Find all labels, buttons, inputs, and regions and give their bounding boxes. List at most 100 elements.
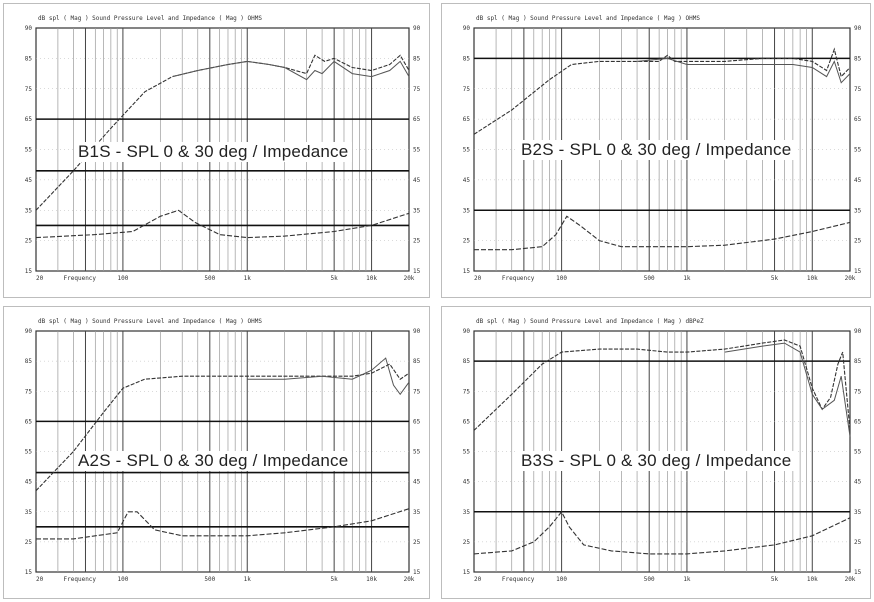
y-tick-label-right: 55 [413,147,421,154]
y-tick-label-right: 75 [413,86,421,93]
series-spl-0deg [35,54,410,211]
x-tick-label: 20 [474,275,482,282]
y-tick-label-left: 90 [25,25,33,32]
series-spl-30deg [172,60,410,81]
y-tick-label-left: 85 [25,358,33,365]
x-tick-label: 10k [366,275,377,282]
x-tick-label: 500 [204,576,215,583]
y-tick-label-right: 15 [854,268,862,275]
y-tick-label-left: 35 [463,207,471,214]
y-tick-label-left: 15 [25,268,33,275]
y-tick-label-left: 45 [463,177,471,184]
y-tick-label-right: 65 [413,418,421,425]
y-tick-label-left: 65 [463,418,471,425]
x-tick-label: 20 [36,275,44,282]
chart-header: dB spl ( Mag ) Sound Pressure Level and … [38,318,262,325]
x-tick-label: Frequency [64,576,97,583]
y-tick-label-left: 75 [25,388,33,395]
y-tick-label-right: 45 [854,177,862,184]
y-tick-label-right: 45 [854,479,862,486]
x-tick-label: 100 [556,275,567,282]
series-spl-30deg [724,342,851,437]
x-tick-label: 20 [36,576,44,583]
series-impedance [473,510,851,555]
y-tick-label-right: 35 [413,509,421,516]
chart-panel-a2s: dB spl ( Mag ) Sound Pressure Level and … [3,306,430,599]
x-tick-label: 5k [331,275,339,282]
y-tick-label-left: 25 [25,238,33,245]
x-tick-label: 500 [644,576,655,583]
y-tick-label-left: 55 [25,449,33,456]
y-tick-label-right: 25 [413,539,421,546]
y-tick-label-left: 45 [463,479,471,486]
x-tick-label: 1k [244,576,252,583]
y-tick-label-left: 55 [463,147,471,154]
y-tick-label-left: 85 [25,55,33,62]
y-tick-label-right: 85 [413,55,421,62]
y-tick-label-left: 55 [463,449,471,456]
y-tick-label-right: 55 [413,449,421,456]
y-tick-label-right: 85 [854,55,862,62]
y-tick-label-left: 55 [25,147,33,154]
x-tick-label: 10k [366,576,377,583]
chart-caption: A2S - SPL 0 & 30 deg / Impedance [74,451,353,471]
y-tick-label-right: 85 [854,358,862,365]
x-tick-label: 100 [556,576,567,583]
x-tick-label: 20k [404,275,415,282]
y-tick-label-right: 45 [413,177,421,184]
x-tick-label: 20k [404,576,415,583]
y-tick-label-right: 75 [854,388,862,395]
chart-header: dB spl ( Mag ) Sound Pressure Level and … [476,318,704,325]
y-tick-label-right: 25 [413,238,421,245]
y-tick-label-left: 90 [25,328,33,335]
y-tick-label-left: 65 [463,116,471,123]
y-tick-label-left: 75 [463,388,471,395]
series-spl-0deg [473,339,851,431]
chart-a2s: dB spl ( Mag ) Sound Pressure Level and … [25,318,421,583]
x-tick-label: 5k [771,275,779,282]
chart-panel-b1s: dB spl ( Mag ) Sound Pressure Level and … [3,3,430,298]
y-tick-label-right: 15 [854,569,862,576]
chart-panel-b3s: dB spl ( Mag ) Sound Pressure Level and … [441,306,871,599]
y-tick-label-right: 55 [854,147,862,154]
y-tick-label-left: 15 [463,268,471,275]
y-tick-label-right: 65 [854,116,862,123]
y-tick-label-left: 75 [25,86,33,93]
y-tick-label-left: 85 [463,55,471,62]
x-tick-label: Frequency [502,275,535,282]
x-tick-label: 20 [474,576,482,583]
chart-caption: B1S - SPL 0 & 30 deg / Impedance [74,142,353,162]
y-tick-label-right: 35 [854,207,862,214]
x-tick-label: 10k [807,275,818,282]
y-tick-label-right: 75 [854,86,862,93]
series-spl-30deg [637,57,851,84]
y-tick-label-left: 25 [25,539,33,546]
y-tick-label-right: 90 [413,25,421,32]
y-tick-label-right: 55 [854,449,862,456]
y-tick-label-left: 15 [25,569,33,576]
x-tick-label: 5k [771,576,779,583]
y-tick-label-right: 15 [413,268,421,275]
chart-caption: B3S - SPL 0 & 30 deg / Impedance [517,451,796,471]
x-tick-label: Frequency [64,275,97,282]
series-spl-30deg [247,357,410,396]
y-tick-label-left: 65 [25,116,33,123]
y-tick-label-right: 25 [854,238,862,245]
x-tick-label: 1k [683,576,691,583]
chart-header: dB spl ( Mag ) Sound Pressure Level and … [476,15,700,22]
y-tick-label-left: 90 [463,328,471,335]
y-tick-label-right: 65 [413,116,421,123]
y-tick-label-left: 25 [463,539,471,546]
y-tick-label-left: 35 [25,509,33,516]
x-tick-label: 1k [683,275,691,282]
x-tick-label: 500 [644,275,655,282]
y-tick-label-right: 45 [413,479,421,486]
y-tick-label-right: 90 [854,328,862,335]
y-tick-label-right: 35 [854,509,862,516]
x-tick-label: 10k [807,576,818,583]
y-tick-label-right: 35 [413,207,421,214]
y-tick-label-left: 15 [463,569,471,576]
y-tick-label-right: 25 [854,539,862,546]
y-tick-label-left: 45 [25,177,33,184]
y-tick-label-left: 75 [463,86,471,93]
